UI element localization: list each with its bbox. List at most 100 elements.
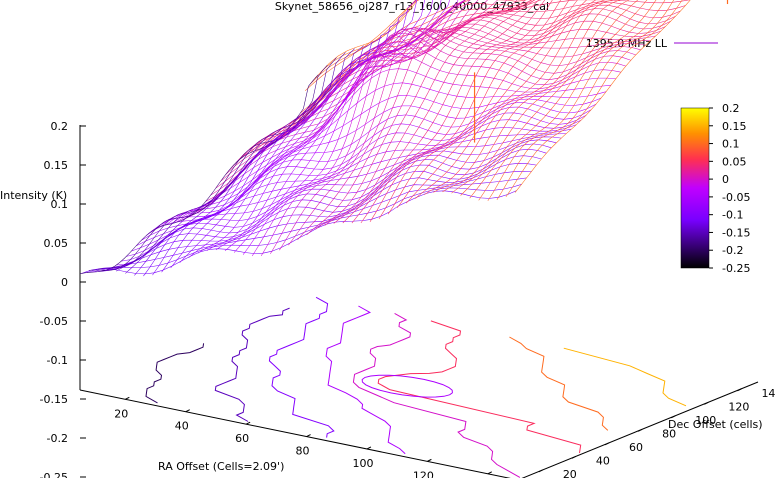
z-tick-label: 0.05 (44, 237, 69, 250)
contour-projection (145, 296, 687, 478)
x-tick-mark (125, 396, 130, 400)
y-tick-mark (737, 388, 742, 392)
y-tick-label: 80 (662, 427, 676, 440)
mesh-column (369, 0, 553, 222)
mesh-column (415, 0, 597, 199)
mesh-column (378, 0, 561, 220)
y-tick-label: 60 (629, 441, 643, 454)
mesh-column (251, 0, 466, 257)
z-tick-label: 0.1 (51, 198, 69, 211)
contour-line (145, 343, 205, 404)
y-axis-label: Dec Offset (cells) (668, 418, 763, 431)
mesh-column (297, 0, 498, 240)
mesh-column (143, 37, 382, 277)
mesh-row (106, 155, 542, 271)
y-tick-label: 140 (761, 387, 775, 400)
mesh-column (242, 0, 466, 255)
y-tick-mark (671, 415, 676, 419)
x-tick-mark (185, 409, 190, 413)
mesh-row (91, 177, 527, 273)
x-tick-mark (306, 434, 311, 437)
x-axis-label: RA Offset (Cells=2.09') (158, 460, 284, 473)
x-tick-label: 100 (352, 457, 373, 470)
mesh-column (179, 0, 417, 263)
mesh-column (469, 0, 648, 199)
mesh-column (487, 0, 666, 202)
mesh-column (260, 0, 466, 257)
colorbar-gradient (680, 107, 710, 269)
mesh-column (442, 0, 621, 193)
y-tick-label: 20 (563, 468, 577, 478)
mesh-column (433, 0, 614, 193)
z-tick-label: -0.25 (40, 471, 68, 478)
colorbar: 0.2 0.15 0.1 0.05 0 -0.05 -0.1 -0.15 -0.2 -0.25 (680, 102, 750, 275)
y-tick-mark (704, 401, 709, 405)
z-tick-label: -0.05 (40, 315, 68, 328)
mesh-row (131, 133, 567, 252)
mesh-column (451, 0, 630, 194)
colorbar-tick-label: -0.15 (722, 226, 750, 239)
z-axis: 0.2 0.15 0.1 0.05 0 -0.05 -0.1 -0.15 -0.2 -0.25 (40, 120, 86, 478)
y-tick-label: 120 (728, 400, 749, 413)
surface-mesh (79, 0, 729, 277)
contour-line (352, 312, 521, 478)
y-tick-mark (604, 442, 610, 446)
y-tick-mark (571, 455, 577, 459)
mesh-row (170, 91, 607, 225)
y-tick-mark (637, 428, 643, 432)
mesh-column (89, 64, 328, 271)
x-tick-label: 40 (175, 420, 189, 433)
z-tick-label: -0.1 (47, 354, 68, 367)
x-axis-line (79, 389, 511, 478)
contour-line (563, 347, 687, 407)
mesh-column (478, 0, 657, 201)
mesh-column (396, 0, 578, 209)
z-tick-label: 0 (61, 276, 68, 289)
contour-line (268, 296, 335, 438)
mesh-column (505, 0, 683, 198)
z-tick-label: 0.15 (44, 159, 69, 172)
mesh-row (126, 136, 562, 257)
mesh-column (405, 0, 587, 204)
mesh-row (295, 0, 467, 121)
mesh-row (304, 0, 420, 92)
mesh-column (514, 0, 691, 193)
mesh-column (333, 0, 532, 224)
y-tick-mark (538, 469, 544, 473)
x-tick-mark (427, 458, 432, 462)
colorbar-tick-label: -0.05 (722, 191, 750, 204)
y-tick-label: 40 (596, 454, 610, 467)
x-tick-label: 80 (296, 445, 310, 458)
colorbar-tick-label: 0.05 (722, 155, 747, 168)
colorbar-tick-label: -0.2 (722, 244, 743, 257)
colorbar-tick-label: -0.1 (722, 209, 743, 222)
colorbar-tick-label: -0.25 (722, 262, 750, 275)
x-tick-label: 120 (413, 469, 434, 478)
mesh-row (146, 119, 582, 236)
mesh-column (270, 0, 471, 255)
mesh-column (324, 0, 526, 226)
contour-line (325, 305, 406, 455)
contour-line (361, 374, 453, 398)
y-tick-label: 100 (695, 414, 716, 427)
mesh-row (121, 139, 557, 262)
mesh-row (155, 106, 592, 229)
mesh-column (188, 0, 418, 258)
z-axis-label: Intensity (K) (0, 189, 67, 202)
mesh-column (424, 0, 606, 195)
mesh-column (197, 0, 425, 254)
mesh-column (460, 0, 639, 196)
mesh-column (351, 0, 539, 224)
colorbar-tick-label: 0.2 (722, 102, 740, 115)
x-tick-mark (245, 421, 251, 425)
mesh-column (170, 10, 410, 269)
mesh-column (306, 0, 508, 236)
colorbar-tick-label: 0 (722, 173, 729, 186)
mesh-column (342, 0, 535, 224)
mesh-column (152, 30, 391, 276)
contour-line (509, 336, 609, 431)
mesh-column (279, 0, 479, 251)
axes: 2040608010012014020406080100120140 (79, 125, 775, 478)
mesh-column (161, 21, 401, 273)
